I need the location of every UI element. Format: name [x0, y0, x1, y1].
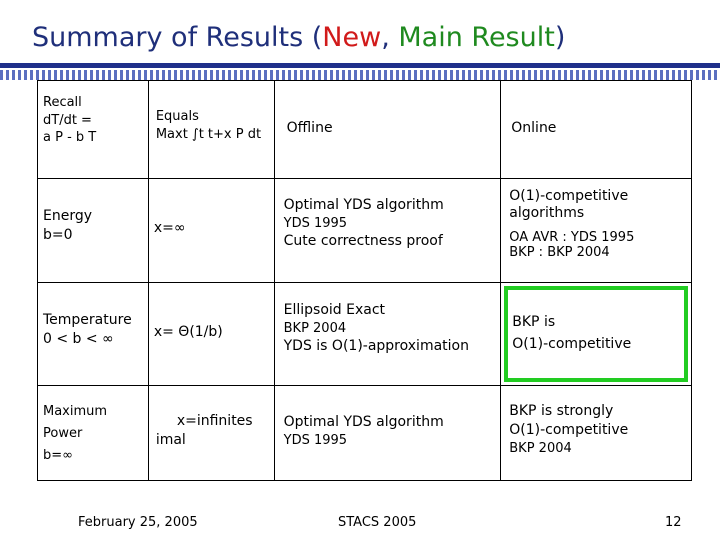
- results-table: Recall dT/dt = a P - b T Equals Maxt ∫t …: [37, 80, 692, 481]
- table-row: Energy b=0 x=∞ Optimal YDS algorithm YDS…: [37, 178, 692, 283]
- page-number: 12: [665, 515, 682, 530]
- row-x-value: x=infinites imal: [155, 413, 253, 448]
- title-rule: [0, 63, 720, 68]
- online-cell: O(1)-competitive algorithms OA AVR : YDS…: [509, 188, 635, 261]
- row-x-value: x= Θ(1/b): [153, 324, 223, 340]
- row-x-value: x=∞: [153, 220, 186, 236]
- offline-cell: Optimal YDS algorithm YDS 1995: [283, 414, 444, 448]
- table-row: Maximum Power b=∞ x=infinites imal Optim…: [37, 385, 692, 481]
- online-cell: BKP is O(1)-competitive: [512, 314, 632, 353]
- footer-date: February 25, 2005: [78, 515, 198, 530]
- online-cell: BKP is strongly O(1)-competitive BKP 200…: [509, 403, 629, 456]
- row-name: Energy b=0: [43, 208, 93, 243]
- footer-venue: STACS 2005: [338, 515, 417, 530]
- slide-title: Summary of Results (New, Main Result): [32, 22, 566, 53]
- recall-header: Recall dT/dt = a P - b T: [43, 95, 97, 146]
- row-name: Maximum Power b=∞: [43, 404, 108, 464]
- title-dotted-bar: [0, 70, 720, 80]
- table-row: Temperature 0 < b < ∞ x= Θ(1/b) Ellipsoi…: [37, 282, 692, 386]
- offline-cell: Optimal YDS algorithm YDS 1995 Cute corr…: [283, 197, 444, 250]
- equals-header: Equals Maxt ∫t t+x P dt: [155, 109, 262, 142]
- table-header-row: Recall dT/dt = a P - b T Equals Maxt ∫t …: [37, 80, 692, 179]
- offline-header: Offline: [286, 120, 333, 136]
- online-header: Online: [511, 120, 557, 136]
- row-name: Temperature 0 < b < ∞: [43, 312, 132, 347]
- main-result-highlight: [504, 286, 688, 382]
- offline-cell: Ellipsoid Exact BKP 2004 YDS is O(1)-app…: [283, 302, 469, 355]
- title-new: New: [322, 22, 382, 53]
- title-main-result: Main Result: [398, 22, 555, 53]
